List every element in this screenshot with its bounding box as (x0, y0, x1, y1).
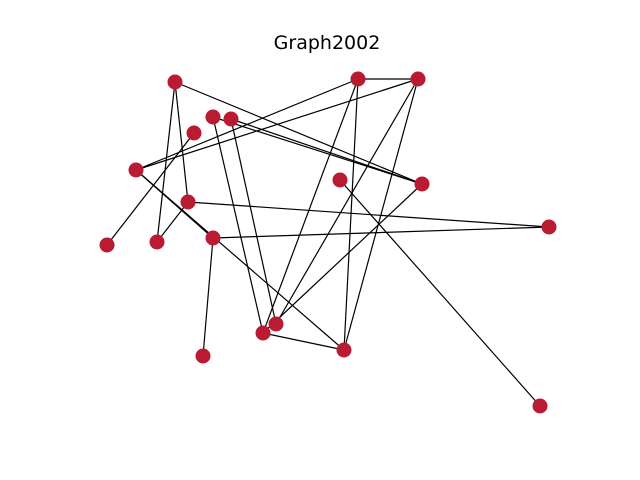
graph-edge-5-8 (230, 118, 423, 185)
edges-layer (106, 78, 550, 407)
nodes-layer (99, 71, 557, 414)
graph-node-4 (205, 109, 221, 125)
graph-edge-8-15 (262, 183, 423, 334)
graph-edge-1-16 (343, 78, 359, 351)
graph-node-6 (128, 162, 144, 178)
graph-node-7 (332, 172, 348, 188)
graph-edge-15-16 (262, 332, 345, 351)
graph-node-14 (268, 316, 284, 332)
graph-edge-9-10 (187, 201, 550, 228)
graph-node-1 (350, 71, 366, 87)
graph-edge-10-13 (212, 226, 550, 239)
graph-node-15 (255, 325, 271, 341)
graph-edge-6-16 (135, 169, 345, 351)
graph-node-11 (99, 237, 115, 253)
graph-edge-5-14 (230, 118, 277, 325)
graph-edge-2-14 (275, 78, 419, 325)
graph-title: Graph2002 (274, 32, 381, 54)
graph-edge-4-8 (212, 116, 423, 185)
graph-node-2 (410, 71, 426, 87)
graph-edge-7-18 (339, 179, 541, 407)
graph-node-9 (180, 194, 196, 210)
graph-edge-13-17 (202, 237, 214, 357)
graph-node-0 (167, 74, 183, 90)
graph-edge-1-15 (262, 78, 359, 334)
graph-edge-4-15 (212, 116, 264, 334)
graph-node-16 (336, 342, 352, 358)
graph-node-10 (541, 219, 557, 235)
graph-node-18 (532, 398, 548, 414)
graph-edge-0-9 (174, 81, 189, 203)
graph-node-5 (223, 111, 239, 127)
graph-edge-2-16 (343, 78, 419, 351)
graph-edge-0-8 (174, 81, 423, 185)
graph-node-12 (149, 234, 165, 250)
graph-edge-3-11 (106, 132, 195, 246)
graph-node-13 (205, 230, 221, 246)
graph-node-8 (414, 176, 430, 192)
graph-node-17 (195, 348, 211, 364)
graph-node-3 (186, 125, 202, 141)
graph-edge-0-12 (156, 81, 176, 243)
graph-edge-2-6 (135, 78, 419, 171)
graph-edge-9-12 (156, 201, 189, 243)
